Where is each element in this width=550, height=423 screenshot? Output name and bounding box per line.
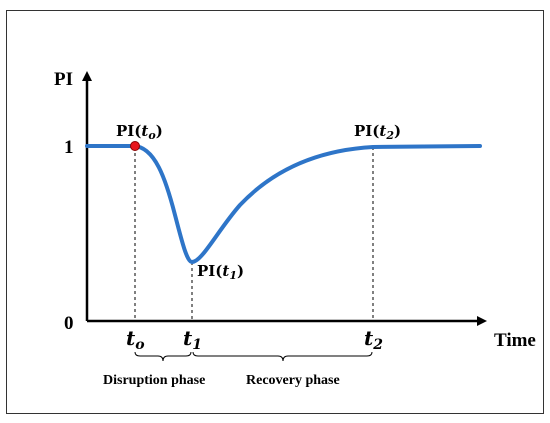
pi-t2-label: PI(t2) xyxy=(354,122,401,142)
disruption-phase-brace xyxy=(134,351,192,362)
disruption-point-marker xyxy=(130,141,140,151)
pi-t1-label: PI(t1) xyxy=(197,262,244,282)
x-axis-label: Time xyxy=(494,330,536,351)
recovery-phase-label: Recovery phase xyxy=(246,373,340,388)
time-label-t2: t2 xyxy=(364,326,383,353)
y-tick-label-1: 1 xyxy=(64,137,74,158)
pi-t0-label: PI(to) xyxy=(116,122,163,142)
figure-frame xyxy=(6,10,544,414)
recovery-phase-brace xyxy=(192,351,373,362)
time-label-t0: to xyxy=(126,326,145,353)
disruption-phase-label: Disruption phase xyxy=(103,373,205,388)
y-axis-label: PI xyxy=(54,69,73,90)
y-tick-label-0: 0 xyxy=(64,313,74,334)
time-label-t1: t1 xyxy=(183,326,202,353)
pi-curve xyxy=(85,144,482,265)
